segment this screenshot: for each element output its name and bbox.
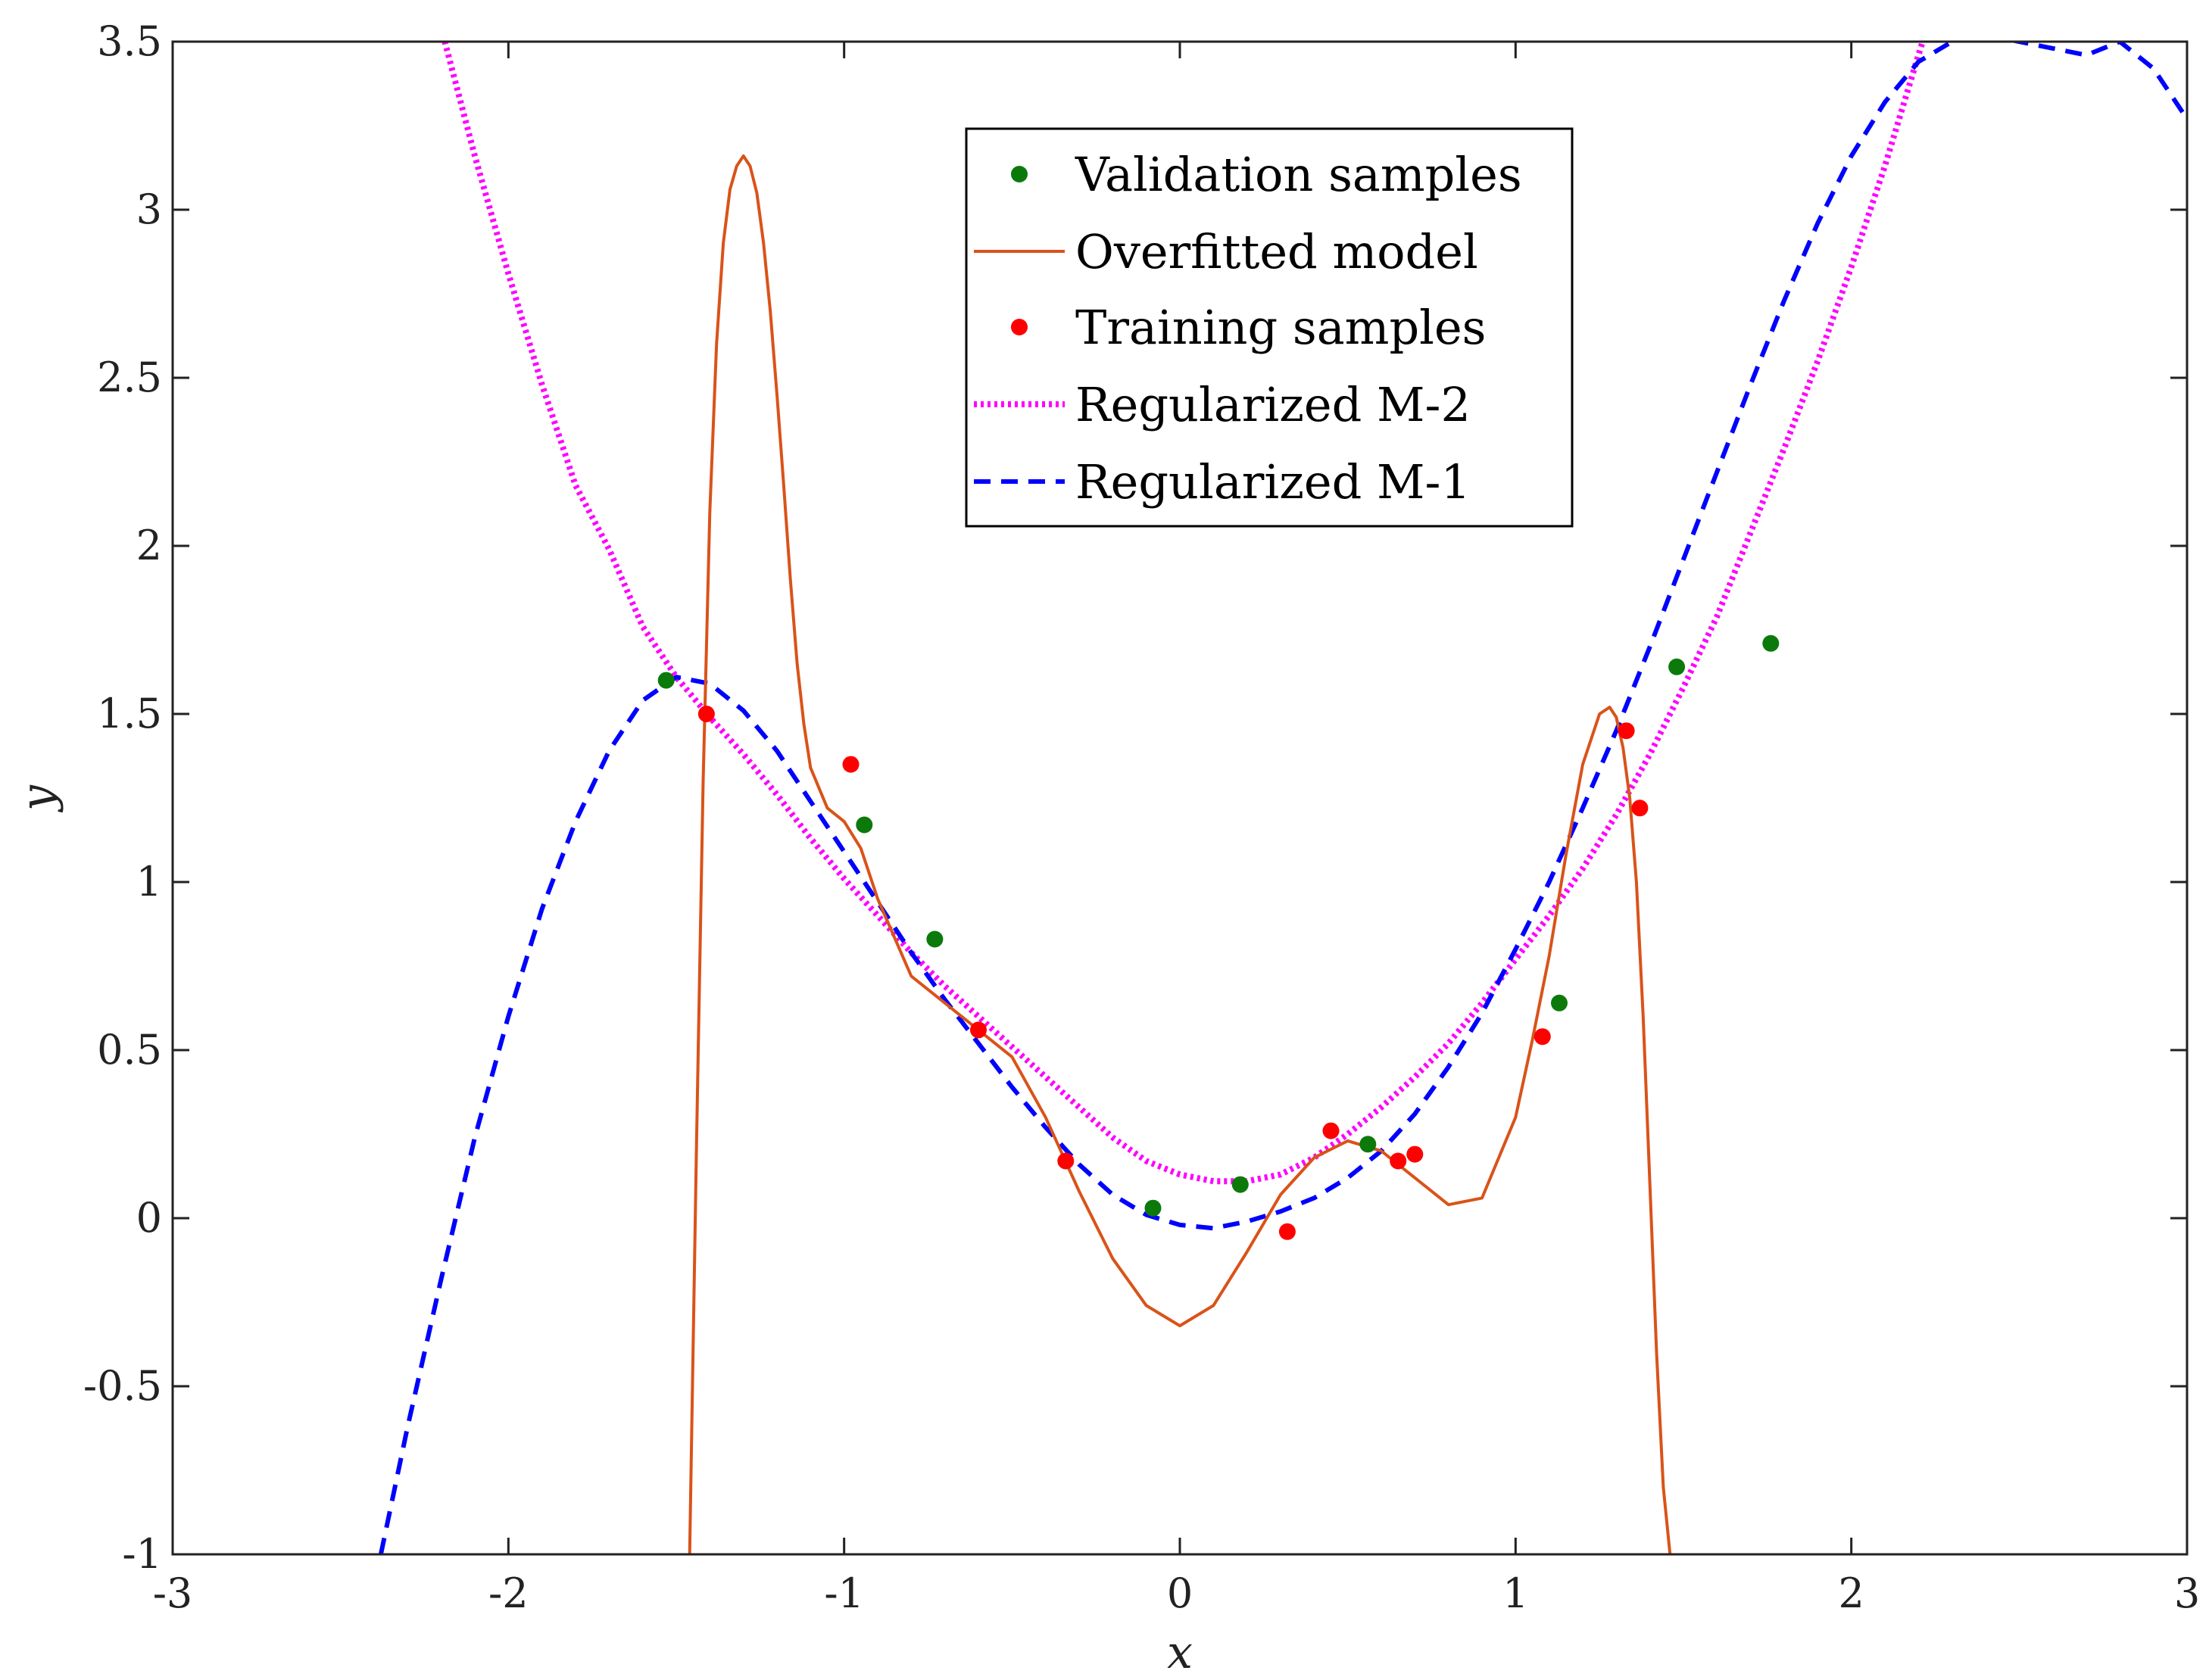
point-training-samples-0 <box>697 706 715 722</box>
y-tick-label-8: 3 <box>136 185 162 233</box>
legend-marker-validation <box>1011 166 1028 182</box>
point-validation-samples-6 <box>1551 994 1568 1011</box>
point-validation-samples-7 <box>1668 658 1686 675</box>
point-training-samples-1 <box>842 756 860 773</box>
point-training-samples-7 <box>1406 1145 1424 1163</box>
legend-label-validation: Validation samples <box>1075 147 1522 202</box>
legend: Validation samples Overfitted model Trai… <box>965 127 1574 528</box>
point-training-samples-10 <box>1631 799 1649 817</box>
x-tick-label-1: -2 <box>488 1569 529 1617</box>
point-training-samples-5 <box>1322 1122 1340 1139</box>
x-tick-label-6: 3 <box>2174 1569 2200 1617</box>
x-tick-label-3: 0 <box>1167 1569 1193 1617</box>
series-line-regularized-m-2 <box>441 42 1927 1185</box>
x-tick-label-4: 1 <box>1502 1569 1528 1617</box>
x-axis-label: x <box>1167 1626 1193 1679</box>
legend-label-training: Training samples <box>1075 300 1486 355</box>
legend-entry-validation: Validation samples <box>1011 147 1522 202</box>
y-tick-label-2: 0 <box>136 1194 162 1242</box>
point-validation-samples-4 <box>1231 1176 1249 1193</box>
legend-box <box>965 127 1574 528</box>
legend-entry-training: Training samples <box>1011 300 1486 355</box>
legend-marker-training <box>1011 319 1028 335</box>
point-validation-samples-5 <box>1359 1136 1377 1153</box>
legend-entry-overfitted: Overfitted model <box>974 224 1478 279</box>
y-tick-label-9: 3.5 <box>97 17 162 65</box>
series-line-regularized-m-1 <box>378 42 2187 1554</box>
y-tick-label-1: -0.5 <box>83 1362 162 1410</box>
legend-entry-m2: Regularized M-2 <box>974 377 1471 432</box>
y-tick-label-6: 2 <box>136 522 162 569</box>
y-axis-label: y <box>11 784 64 813</box>
point-training-samples-2 <box>970 1021 987 1039</box>
y-tick-label-4: 1 <box>136 858 162 905</box>
point-training-samples-4 <box>1278 1223 1296 1240</box>
point-training-samples-6 <box>1390 1152 1407 1170</box>
point-validation-samples-3 <box>1144 1199 1162 1217</box>
legend-label-m2: Regularized M-2 <box>1075 377 1471 432</box>
plot-area <box>378 42 2187 1554</box>
y-tick-label-5: 1.5 <box>97 690 162 737</box>
point-training-samples-8 <box>1534 1028 1551 1046</box>
y-tick-label-0: -1 <box>122 1530 162 1578</box>
x-tick-label-0: -3 <box>153 1569 193 1617</box>
point-validation-samples-1 <box>856 816 873 834</box>
point-validation-samples-8 <box>1762 634 1780 652</box>
x-tick-label-2: -1 <box>824 1569 864 1617</box>
axes: -3 -2 -1 0 1 2 3 -1 -0.5 0 0.5 1 1.5 2 2.5 3 3.5 x y <box>11 17 2200 1679</box>
y-tick-label-7: 2.5 <box>97 354 162 401</box>
x-tick-label-5: 2 <box>1838 1569 1864 1617</box>
legend-entry-m1: Regularized M-1 <box>974 454 1471 510</box>
y-tick-label-3: 0.5 <box>97 1026 162 1074</box>
point-validation-samples-0 <box>657 672 675 689</box>
point-training-samples-9 <box>1618 722 1635 740</box>
series-line-overfitted-model <box>688 154 1672 1554</box>
point-validation-samples-2 <box>926 930 944 948</box>
legend-label-m1: Regularized M-1 <box>1075 454 1471 510</box>
legend-label-overfitted: Overfitted model <box>1075 224 1478 279</box>
point-training-samples-3 <box>1057 1152 1075 1170</box>
